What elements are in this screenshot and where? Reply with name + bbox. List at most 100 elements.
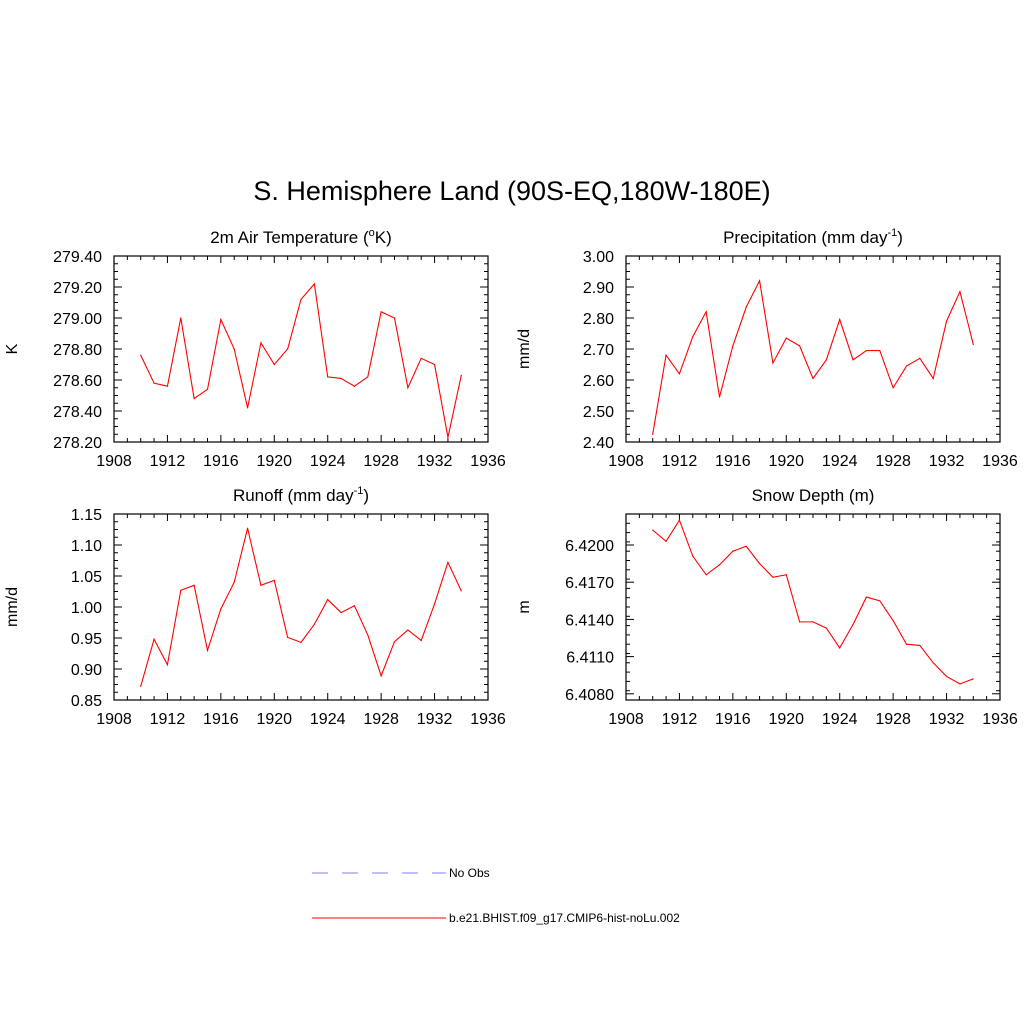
data-point [260,584,262,586]
y-tick-label: 278.40 [53,404,102,421]
data-point [313,283,315,285]
data-point [945,320,948,322]
data-point [905,643,908,645]
data-point [732,345,734,347]
data-point [945,675,948,678]
data-point [812,377,814,380]
y-tick-label: 6.4080 [565,687,614,704]
data-point [772,362,774,364]
data-point [785,574,787,576]
data-point [393,317,396,319]
data-point [665,540,667,542]
data-point [380,675,382,677]
data-point [972,343,974,345]
y-axis-label: mm/d [4,587,21,627]
data-point [799,345,801,347]
y-tick-label: 279.40 [53,249,102,266]
plot-frame [625,513,1001,701]
panel-title-superscript: -1 [887,227,897,239]
y-tick-label: 2.40 [583,435,614,452]
panel-title: 2m Air Temperature (oK) [210,227,392,247]
panel-title-tail: ) [897,228,903,247]
panel-title-main: 2m Air Temperature ( [210,228,369,247]
data-point [692,336,694,338]
x-tick-label: 1924 [310,711,346,728]
y-tick-label: 0.90 [71,662,102,679]
data-point [785,337,787,339]
data-point [718,564,721,566]
data-point [433,363,436,366]
data-point [758,563,761,565]
figure-title: S. Hemisphere Land (90S-EQ,180W-180E) [253,176,770,206]
data-point [447,561,449,563]
data-point [799,621,801,623]
data-point [959,291,961,293]
data-point [905,365,908,367]
data-point [745,306,747,308]
data-point [140,685,142,687]
panel-title: Runoff (mm day-1) [233,485,369,505]
data-point [420,357,422,359]
data-point [879,600,881,602]
panel-snow-depth: 1908 1912 1916 1920 1924 1928 1932 1936 6.4080 6.… [516,486,1018,728]
data-point [825,627,827,629]
x-tick-label: 1936 [982,453,1018,470]
x-tick-label: 1908 [608,711,644,728]
data-point [852,359,854,361]
y-axis-label: m [516,600,533,613]
data-point [839,318,841,321]
data-point [460,374,462,376]
x-tick-label: 1924 [822,453,858,470]
data-point [353,385,356,387]
data-point [140,354,142,356]
x-tick-label: 1916 [715,453,751,470]
legend-label-model: b.e21.BHIST.f09_g17.CMIP6-hist-noLu.002 [449,911,680,925]
data-point [166,664,169,666]
data-point [206,388,209,390]
data-point [327,376,329,378]
data-point [340,377,342,380]
y-tick-label: 3.00 [583,249,614,266]
data-point [367,634,369,636]
data-point [193,398,195,400]
data-point [865,349,868,352]
x-tick-label: 1928 [875,711,911,728]
data-point [246,527,249,529]
x-tick-label: 1912 [662,711,698,728]
data-point [380,311,382,313]
data-point [692,555,694,557]
x-tick-label: 1932 [417,453,453,470]
data-point [313,623,315,625]
data-point [393,641,396,643]
x-tick-label: 1932 [929,711,965,728]
y-tick-label: 1.15 [71,507,102,524]
y-tick-label: 2.70 [583,342,614,359]
panel-title-superscript: -1 [354,485,364,497]
y-tick-label: 2.50 [583,404,614,421]
x-tick-label: 1916 [203,711,239,728]
x-tick-label: 1936 [982,711,1018,728]
x-tick-label: 1920 [768,711,804,728]
x-tick-label: 1920 [256,711,292,728]
panel-title-tail: K) [375,228,392,247]
series-line [652,279,974,435]
x-tick-label: 1920 [256,453,292,470]
y-tick-label: 6.4140 [565,612,614,629]
data-point [367,376,369,378]
data-point [220,318,222,321]
x-tick-label: 1908 [96,453,132,470]
data-point [153,638,155,640]
x-tick-label: 1924 [822,711,858,728]
panel-title-tail: ) [363,486,369,505]
data-point [678,519,681,521]
panel-title-main: Precipitation (mm day [723,228,888,247]
panel-title-main: Snow Depth (m) [752,486,875,505]
data-point [273,363,275,366]
data-point [433,603,436,605]
y-tick-label: 0.95 [71,631,102,648]
legend-label-no-obs: No Obs [449,866,490,880]
x-tick-label: 1932 [417,711,453,728]
y-tick-label: 278.60 [53,373,102,390]
y-tick-label: 2.60 [583,373,614,390]
data-point [460,590,462,592]
